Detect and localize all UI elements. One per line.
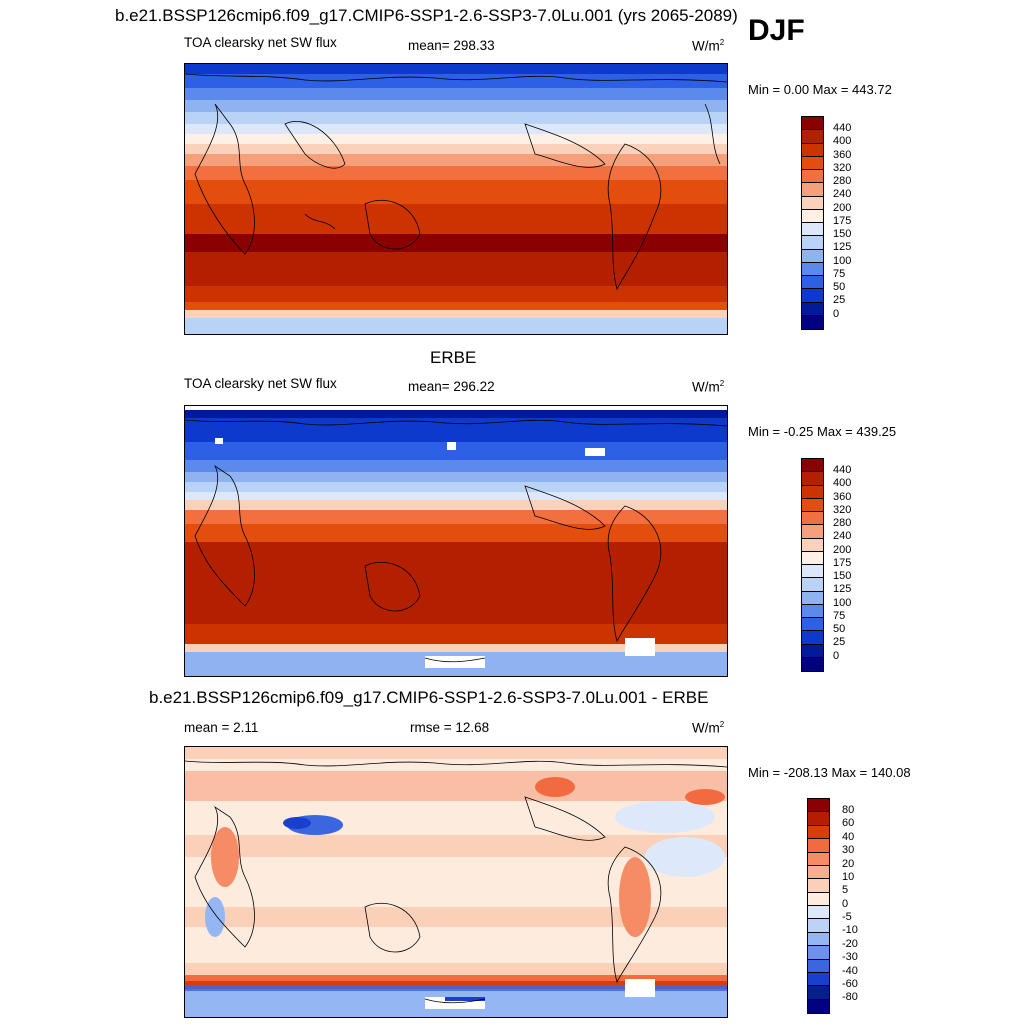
cbar1-tick: 150 — [833, 228, 852, 240]
cbar2-tick: 360 — [833, 490, 852, 503]
cbar2-tick: 240 — [833, 530, 852, 543]
cbar2-tick: 440 — [833, 464, 852, 476]
cbar2-tick: 200 — [833, 543, 852, 556]
cbar1-tick: 200 — [833, 201, 852, 214]
panel1-units: W/m2 — [692, 38, 725, 54]
season-label: DJF — [748, 14, 805, 47]
panel3-title: b.e21.BSSP126cmip6.f09_g17.CMIP6-SSP1-2.… — [149, 688, 709, 707]
cbar2-tick: 125 — [833, 583, 852, 596]
cbar2-tick: 50 — [833, 623, 846, 635]
cbar1-tick: 0 — [833, 307, 840, 320]
cbar3-tick: 10 — [842, 870, 855, 883]
cbar3-tick: -40 — [842, 964, 858, 977]
panel2-minmax: Min = -0.25 Max = 439.25 — [748, 424, 897, 439]
panel2-mean: mean= 296.22 — [408, 379, 495, 394]
panel1-minmax: Min = 0.00 Max = 443.72 — [748, 82, 892, 97]
panel3-map — [184, 746, 728, 1018]
cbar2-tick: 25 — [833, 636, 846, 649]
cbar2-tick: 175 — [833, 556, 852, 569]
cbar3-tick: -30 — [842, 951, 858, 964]
cbar2-tick: 150 — [833, 570, 852, 582]
panel1-colorbar — [801, 116, 824, 330]
cbar1-tick: 175 — [833, 214, 852, 227]
cbar3-tick: 20 — [842, 857, 855, 870]
cbar1-tick: 50 — [833, 281, 846, 293]
cbar1-tick: 25 — [833, 294, 846, 307]
cbar1-tick: 280 — [833, 175, 852, 187]
cbar3-tick: 60 — [842, 817, 855, 830]
panel1-variable: TOA clearsky net SW flux — [184, 35, 337, 50]
cbar3-tick: -5 — [842, 911, 852, 923]
panel3-mean: mean = 2.11 — [184, 720, 259, 735]
panel1-mean: mean= 298.33 — [408, 38, 495, 53]
cbar1-tick: 100 — [833, 254, 852, 267]
panel2-colorbar — [801, 458, 824, 672]
panel3-rmse: rmse = 12.68 — [410, 720, 490, 735]
panel2-variable: TOA clearsky net SW flux — [184, 376, 337, 391]
cbar1-tick: 320 — [833, 161, 852, 174]
cbar2-tick: 320 — [833, 503, 852, 516]
panel3-units: W/m2 — [692, 720, 725, 736]
cbar1-tick: 360 — [833, 148, 852, 161]
cbar3-tick: 5 — [842, 884, 849, 897]
cbar1-tick: 75 — [833, 267, 846, 280]
figure-title: b.e21.BSSP126cmip6.f09_g17.CMIP6-SSP1-2.… — [115, 6, 738, 25]
panel2-map — [184, 405, 728, 677]
cbar3-tick: 40 — [842, 830, 855, 843]
panel1-map — [184, 63, 728, 335]
cbar1-tick: 125 — [833, 241, 852, 254]
cbar2-tick: 0 — [833, 649, 840, 662]
cbar3-tick: -20 — [842, 937, 858, 950]
cbar2-tick: 280 — [833, 517, 852, 529]
panel2-units: W/m2 — [692, 379, 725, 395]
cbar3-tick: 30 — [842, 844, 855, 857]
cbar3-tick: -80 — [842, 991, 858, 1004]
cbar1-tick: 240 — [833, 188, 852, 201]
cbar3-tick: -10 — [842, 924, 858, 937]
cbar2-tick: 75 — [833, 609, 846, 622]
panel3-minmax: Min = -208.13 Max = 140.08 — [748, 765, 911, 780]
cbar3-tick: -60 — [842, 977, 858, 990]
cbar1-tick: 400 — [833, 135, 852, 148]
cbar2-tick: 100 — [833, 596, 852, 609]
panel3-colorbar — [807, 798, 830, 1014]
cbar3-tick: 0 — [842, 897, 849, 910]
cbar3-tick: 80 — [842, 804, 855, 816]
panel2-title: ERBE — [430, 348, 477, 367]
cbar2-tick: 400 — [833, 477, 852, 490]
cbar1-tick: 440 — [833, 122, 852, 134]
